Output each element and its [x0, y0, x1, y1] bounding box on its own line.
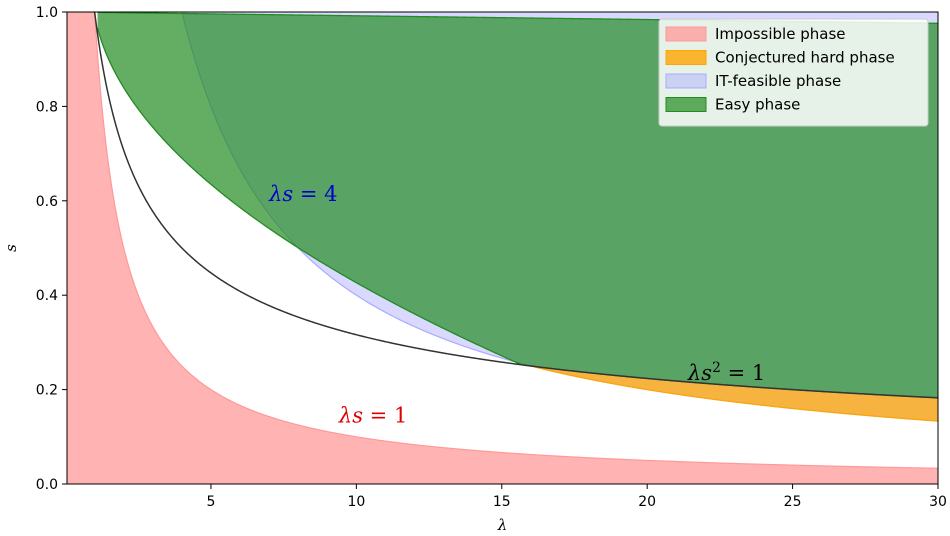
- hard-phase-edge: [530, 365, 939, 422]
- legend-swatch-feasible: [665, 73, 707, 89]
- legend-swatch-impossible: [665, 26, 707, 42]
- y-tick-label: 0.8: [36, 99, 58, 115]
- impossible-phase-edge: [94, 11, 939, 469]
- x-tick-label: 10: [347, 494, 365, 510]
- x-tick-label: 5: [206, 494, 215, 510]
- y-tick-label: 1.0: [36, 5, 58, 21]
- x-axis-ticks: 5 10 15 20 25 30: [206, 484, 947, 510]
- x-tick-label: 30: [929, 494, 947, 510]
- x-tick-label: 15: [493, 494, 511, 510]
- legend: Impossible phase Conjectured hard phase IT…: [658, 18, 929, 127]
- annotation-red: λs = 4: [268, 182, 337, 206]
- impossible-phase-area: [67, 12, 938, 484]
- legend-swatch-hard: [665, 50, 707, 65]
- annotation-red2: λs = 1: [338, 404, 407, 428]
- x-tick-label: 25: [784, 494, 802, 510]
- plot-frame: [66, 11, 939, 485]
- y-axis-ticks: 0.0 0.2 0.4 0.6 0.8 1.0: [36, 5, 67, 493]
- legend-box: [658, 18, 929, 127]
- lambda-s2-curve: [93, 11, 939, 399]
- x-axis-label: λ: [497, 516, 508, 534]
- y-tick-label: 0.0: [36, 477, 58, 493]
- annotation-black: λs2 = 1: [687, 360, 765, 385]
- boundary-curves: [93, 11, 939, 399]
- legend-label-easy: Easy phase: [715, 96, 800, 114]
- legend-label-impossible: Impossible phase: [715, 25, 845, 43]
- x-tick-label: 20: [638, 494, 656, 510]
- legend-label-hard: Conjectured hard phase: [715, 49, 895, 67]
- curve-annotations: λs = 4 λs2 = 1 λs = 1: [268, 182, 765, 428]
- legend-swatch-easy: [665, 97, 707, 112]
- legend-label-feasible: IT-feasible phase: [715, 72, 841, 90]
- y-axis-label: s: [2, 244, 20, 252]
- y-tick-label: 0.2: [36, 383, 58, 399]
- hard-phase-area: [530, 366, 938, 422]
- y-tick-label: 0.4: [36, 288, 58, 304]
- y-tick-label: 0.6: [36, 194, 58, 210]
